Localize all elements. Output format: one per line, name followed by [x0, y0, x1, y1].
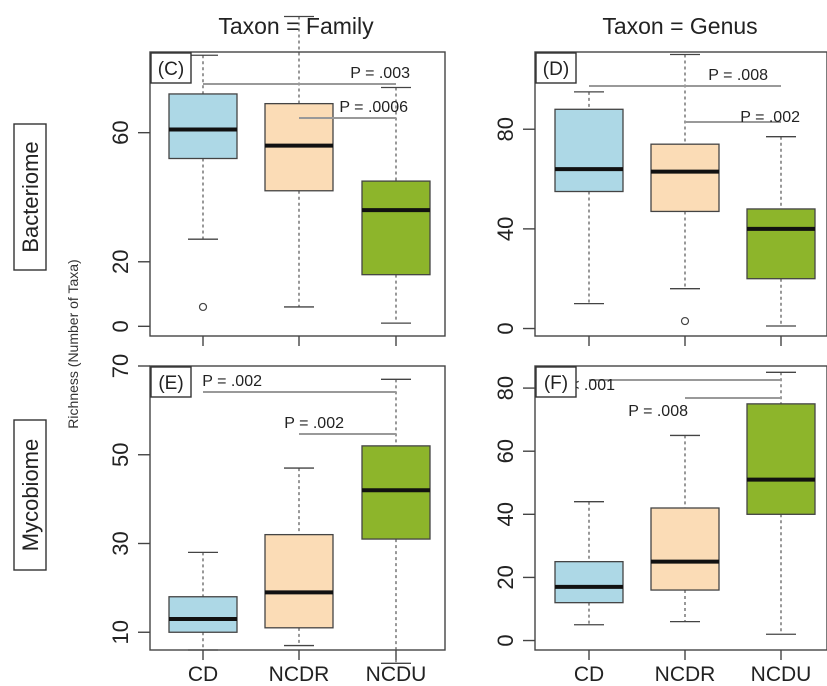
y-tick-label: 60 [493, 439, 518, 463]
row-label-mycobiome-group: Mycobiome [13, 419, 47, 571]
panel-letter-text: (F) [544, 373, 568, 394]
plot-frame [534, 365, 827, 651]
column-title-family: Taxon = Family [218, 13, 374, 39]
x-tick-label-cd-family: CD [188, 663, 218, 686]
y-tick-label: 80 [493, 117, 518, 141]
iqr-box [168, 596, 238, 633]
box-ncdu [361, 378, 431, 664]
y-axis-label: Richness (Number of Taxa) [65, 259, 81, 428]
y-tick-label: 50 [108, 443, 133, 467]
iqr-box [746, 403, 816, 515]
iqr-box [746, 208, 816, 280]
p-value-label: P = .002 [740, 109, 800, 126]
p-value-label: P = .0006 [339, 99, 408, 116]
panel-letter-box [535, 366, 577, 398]
row-label-mycobiome: Mycobiome [18, 439, 43, 551]
box-cd [168, 54, 238, 312]
panel-mycobiome-family: 10 30 50 70 P = .002 P = .002 (E) [108, 354, 446, 664]
x-tick-label-ncdu-family: NCDU [366, 663, 427, 686]
panel-bacteriome-family: 0 20 60 P = .003 P = .0006 (C) [108, 15, 446, 346]
panel-letter: (D) [535, 52, 577, 84]
box-ncdu [746, 371, 816, 635]
panel-letter-text: (E) [158, 373, 183, 394]
box-ncdu [746, 136, 816, 327]
y-tick-label: 70 [108, 354, 133, 378]
y-tick-label: 40 [493, 502, 518, 526]
x-tick-label-ncdu-genus: NCDU [751, 663, 812, 686]
box-ncdr [264, 15, 334, 308]
panel-letter-text: (C) [158, 59, 184, 80]
y-tick-label: 0 [493, 634, 518, 646]
row-label-mycobiome-box [13, 419, 47, 571]
panel-letter: (E) [150, 366, 192, 398]
iqr-box [168, 93, 238, 160]
y-tick-label: 10 [108, 620, 133, 644]
y-tick-label: 30 [108, 531, 133, 555]
iqr-box [554, 108, 624, 193]
box-cd [168, 551, 238, 651]
plot-frame [534, 51, 827, 337]
p-value-label: P = .008 [708, 67, 768, 84]
plot-frame [149, 51, 446, 337]
panels: 0 20 60 P = .003 P = .0006 (C) 0 40 80 P = .008 P … [108, 15, 827, 664]
x-tick-label-ncdr-genus: NCDR [655, 663, 716, 686]
box-ncdr [264, 467, 334, 647]
y-tick-label: 40 [493, 217, 518, 241]
panel-bacteriome-genus: 0 40 80 P = .008 P = .002 (D) [493, 51, 827, 346]
p-value-label: P = .008 [628, 403, 688, 420]
x-tick-label-ncdr-family: NCDR [269, 663, 330, 686]
y-tick-label: 20 [108, 250, 133, 274]
box-cd [554, 91, 624, 305]
iqr-box [554, 560, 624, 604]
row-label-bacteriome-group: Bacteriome [13, 123, 47, 271]
box-cd [554, 501, 624, 626]
x-tick-label-cd-genus: CD [574, 663, 604, 686]
outlier-point [198, 302, 208, 312]
y-tick-label: 20 [493, 565, 518, 589]
plot-frame [149, 365, 446, 651]
box-ncdr [650, 53, 720, 326]
panel-letter-box [535, 52, 577, 84]
box-ncdu [361, 86, 431, 324]
iqr-box [361, 180, 431, 276]
x-axis-labels: CD NCDR NCDU CD NCDR NCDU [188, 663, 812, 686]
iqr-box [650, 143, 720, 213]
y-tick-label: 80 [493, 376, 518, 400]
outlier-point [680, 316, 690, 326]
p-value-label: P = .002 [284, 415, 344, 432]
iqr-box [264, 533, 334, 629]
row-label-bacteriome: Bacteriome [18, 141, 43, 252]
panel-letter-text: (D) [543, 59, 569, 80]
y-tick-label: 0 [108, 320, 133, 332]
panel-letter: (F) [535, 366, 577, 398]
iqr-box [650, 507, 720, 591]
panel-letter-box [150, 52, 192, 84]
box-ncdr [650, 434, 720, 623]
p-value-label: P = .002 [202, 373, 262, 390]
panel-letter-box [150, 366, 192, 398]
column-title-genus: Taxon = Genus [602, 13, 757, 39]
iqr-box [361, 445, 431, 540]
panel-letter: (C) [150, 52, 192, 84]
row-label-bacteriome-box [13, 123, 47, 271]
y-tick-label: 0 [493, 322, 518, 334]
y-tick-label: 60 [108, 120, 133, 144]
p-value-label: P = .003 [350, 65, 410, 82]
